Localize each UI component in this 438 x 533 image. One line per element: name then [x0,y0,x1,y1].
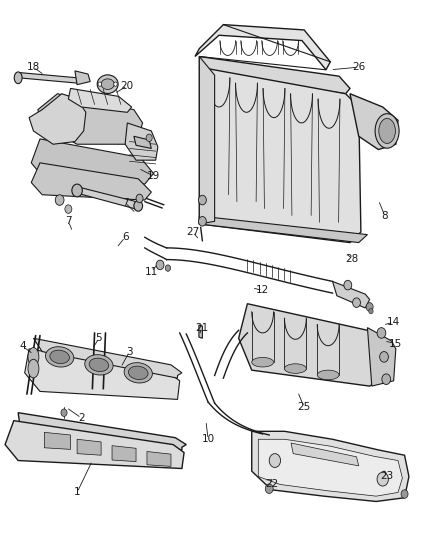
Circle shape [146,134,152,142]
Circle shape [369,309,373,314]
Text: 19: 19 [147,171,160,181]
Text: 15: 15 [389,338,403,349]
Polygon shape [199,67,361,243]
Text: 28: 28 [346,254,359,263]
Text: 18: 18 [27,62,40,72]
Text: 21: 21 [195,322,208,333]
Polygon shape [252,431,409,502]
Polygon shape [291,443,359,466]
Polygon shape [112,446,136,462]
Text: 2: 2 [78,413,85,423]
Text: 23: 23 [381,472,394,481]
Ellipse shape [375,114,399,148]
Polygon shape [199,56,215,224]
Circle shape [61,409,67,416]
Polygon shape [31,139,153,184]
Circle shape [65,205,72,213]
Polygon shape [350,94,398,150]
Circle shape [198,216,206,226]
Ellipse shape [379,118,396,143]
Text: 5: 5 [95,333,102,343]
Ellipse shape [50,350,70,364]
Polygon shape [258,439,403,496]
Polygon shape [367,328,396,386]
Polygon shape [77,439,101,455]
Text: 25: 25 [297,402,311,413]
Polygon shape [44,432,71,449]
Ellipse shape [101,79,114,90]
Polygon shape [18,72,77,83]
Circle shape [72,184,82,197]
Circle shape [401,490,408,498]
Polygon shape [18,413,186,450]
Circle shape [134,200,143,211]
Polygon shape [125,123,158,160]
Polygon shape [25,349,180,399]
Ellipse shape [89,358,109,372]
Circle shape [265,484,273,494]
Polygon shape [29,94,86,144]
Circle shape [382,374,391,384]
Circle shape [156,260,164,270]
Circle shape [344,280,352,290]
Text: 12: 12 [256,286,269,295]
Polygon shape [199,216,367,243]
Polygon shape [33,338,182,378]
Polygon shape [199,325,202,338]
Circle shape [366,303,373,311]
Ellipse shape [124,362,152,383]
Text: 7: 7 [65,216,72,227]
Text: 3: 3 [126,346,133,357]
Circle shape [377,472,389,486]
Polygon shape [68,88,132,112]
Ellipse shape [285,364,306,373]
Polygon shape [77,188,141,209]
Circle shape [55,195,64,205]
Text: 27: 27 [186,227,199,237]
Text: 10: 10 [201,434,215,445]
Ellipse shape [128,366,148,379]
Ellipse shape [46,346,74,367]
Circle shape [165,265,170,271]
Polygon shape [147,451,171,466]
Circle shape [380,352,389,362]
Polygon shape [195,25,330,70]
Ellipse shape [85,354,113,375]
Ellipse shape [28,359,39,378]
Text: 14: 14 [387,317,400,327]
Polygon shape [38,94,143,144]
Circle shape [353,298,360,308]
Polygon shape [199,56,350,94]
Circle shape [98,82,102,86]
Ellipse shape [14,72,22,84]
Polygon shape [5,421,184,469]
Text: 7: 7 [122,198,128,208]
Polygon shape [134,136,151,149]
Circle shape [269,454,281,467]
Circle shape [114,82,117,86]
Text: 4: 4 [19,341,26,351]
Text: 20: 20 [121,81,134,91]
Text: 11: 11 [145,267,158,277]
Polygon shape [239,304,383,386]
Ellipse shape [97,75,118,93]
Circle shape [136,194,143,203]
Polygon shape [332,281,370,308]
Polygon shape [75,71,90,85]
Polygon shape [31,163,151,200]
Circle shape [377,328,386,338]
Text: 8: 8 [381,211,388,221]
Ellipse shape [317,370,339,379]
Ellipse shape [28,348,39,366]
Text: 1: 1 [74,488,81,497]
Text: 22: 22 [265,480,278,489]
Text: 26: 26 [352,62,365,72]
Circle shape [198,195,206,205]
Text: 6: 6 [122,232,128,243]
Ellipse shape [252,358,274,367]
